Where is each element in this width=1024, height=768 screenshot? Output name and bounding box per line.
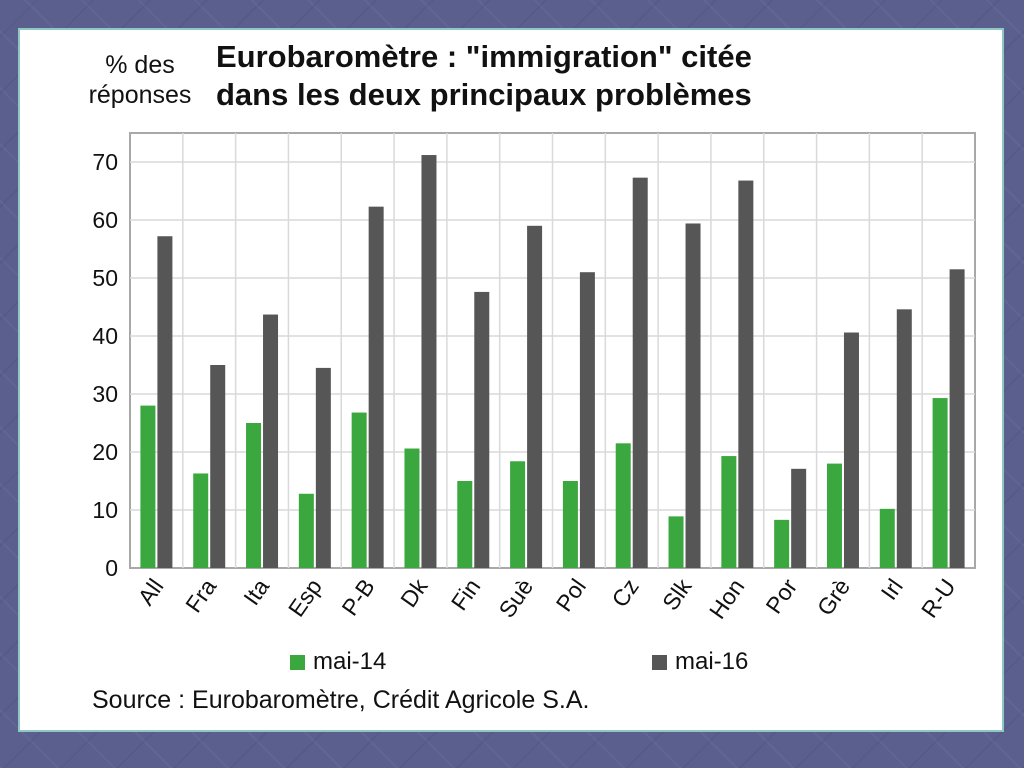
y-tick-label: 50: [92, 265, 118, 291]
bar-mai-14-Irl: [879, 508, 895, 568]
y-axis-label: % des réponses: [70, 50, 210, 110]
legend-swatch-mai-14: [290, 654, 305, 670]
y-tick-label: 30: [92, 381, 118, 407]
bar-mai-16-Fin: [474, 291, 490, 568]
y-axis-label-line2: réponses: [88, 81, 192, 109]
bar-mai-14-Suè: [510, 461, 526, 568]
bar-mai-16-R-U: [949, 269, 965, 568]
x-tick-label: Pol: [551, 574, 591, 616]
y-tick-label: 70: [92, 149, 118, 175]
slide-frame: % des réponses Eurobaromètre : "immigrat…: [18, 28, 1004, 732]
bar-mai-14-All: [140, 405, 156, 568]
bar-mai-16-Slk: [685, 223, 701, 569]
bar-mai-16-All: [157, 236, 173, 569]
x-tick-label: Esp: [283, 574, 327, 621]
x-tick-label: Hon: [704, 574, 750, 623]
bar-mai-14-Hon: [721, 456, 737, 568]
bar-mai-14-Slk: [668, 516, 684, 568]
source-note: Source : Eurobaromètre, Crédit Agricole …: [92, 686, 590, 714]
y-tick-label: 60: [92, 207, 118, 233]
bar-mai-14-Fra: [193, 473, 209, 568]
y-axis-label-line1: % des: [105, 51, 175, 79]
bar-mai-14-Fin: [457, 481, 473, 568]
x-tick-label: Slk: [657, 574, 697, 615]
bar-mai-14-P-B: [351, 412, 367, 568]
bar-mai-14-Cz: [615, 443, 631, 568]
x-tick-label: All: [133, 574, 169, 610]
x-tick-label: Grè: [812, 574, 855, 620]
legend-swatch-mai-16: [652, 654, 667, 670]
legend-label-mai-16: mai-16: [675, 648, 749, 675]
bar-mai-16-Grè: [843, 332, 859, 568]
y-tick-label: 0: [105, 555, 118, 581]
x-tick-label: Fra: [180, 574, 221, 617]
bar-mai-16-Pol: [579, 272, 595, 568]
bar-mai-16-Ita: [263, 314, 279, 568]
legend-item-mai-14: mai-14: [290, 648, 386, 676]
y-tick-label: 10: [92, 497, 118, 523]
x-tick-label: Irl: [876, 574, 908, 605]
bar-mai-14-Grè: [826, 463, 842, 568]
legend-item-mai-16: mai-16: [652, 648, 748, 676]
bar-mai-16-Cz: [632, 177, 648, 568]
x-tick-label: Cz: [606, 574, 643, 612]
bar-mai-16-Por: [791, 468, 807, 568]
x-tick-label: P-B: [336, 574, 379, 620]
x-tick-label: Fin: [446, 574, 486, 615]
bar-mai-16-Hon: [738, 180, 754, 568]
bar-mai-16-Suè: [527, 225, 543, 569]
x-tick-label: Ita: [238, 574, 274, 610]
bar-mai-14-Dk: [404, 448, 420, 568]
bar-mai-14-R-U: [932, 398, 948, 568]
bar-chart: 0 10 20 30 40 50 60 70 All Fra Ita Esp P-B Dk Fin Suè Po…: [92, 132, 976, 623]
y-tick-label: 40: [92, 323, 118, 349]
x-tick-label: R-U: [916, 574, 961, 622]
bar-mai-16-Irl: [896, 309, 912, 568]
x-tick-label: Por: [760, 574, 802, 619]
chart-title: Eurobaromètre : "immigration" citée dans…: [216, 39, 752, 112]
x-tick-label: Suè: [493, 574, 538, 622]
bar-mai-16-Fra: [210, 365, 226, 568]
bar-mai-14-Por: [774, 519, 790, 568]
bar-mai-14-Ita: [246, 423, 262, 568]
bar-mai-16-Esp: [315, 367, 331, 568]
legend-label-mai-14: mai-14: [313, 648, 387, 675]
bar-mai-16-P-B: [368, 206, 384, 568]
bar-mai-14-Esp: [298, 493, 314, 568]
bar-mai-14-Pol: [562, 481, 578, 568]
x-tick-label: Dk: [395, 574, 433, 612]
y-tick-label: 20: [92, 439, 118, 465]
bar-mai-16-Dk: [421, 155, 437, 568]
